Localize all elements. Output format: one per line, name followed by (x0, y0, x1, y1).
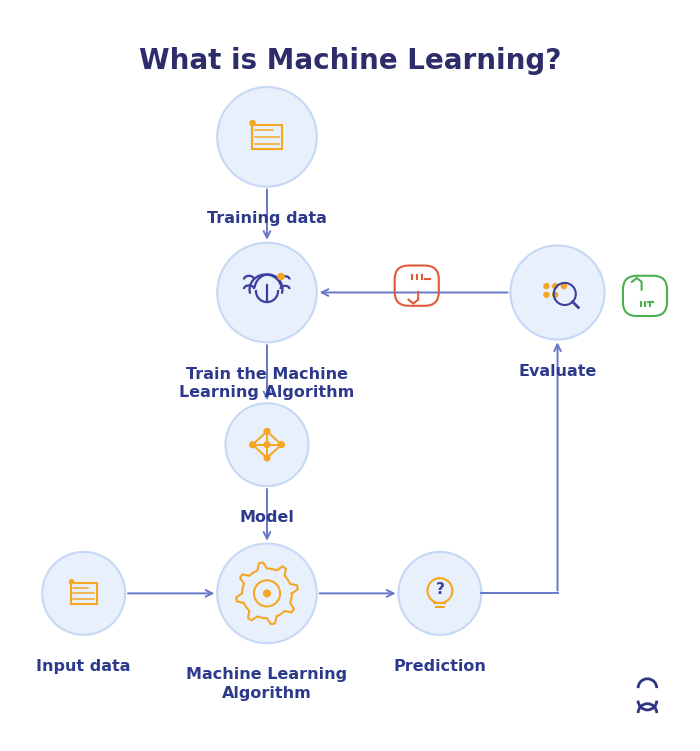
Circle shape (263, 428, 271, 435)
Text: Prediction: Prediction (393, 659, 486, 674)
Text: Model: Model (239, 511, 295, 526)
Circle shape (277, 273, 285, 280)
Circle shape (249, 441, 256, 448)
Text: Training data: Training data (207, 211, 327, 226)
Circle shape (398, 552, 482, 635)
Circle shape (217, 87, 317, 187)
Circle shape (543, 291, 550, 298)
Circle shape (69, 579, 74, 584)
Circle shape (543, 283, 550, 289)
Circle shape (42, 552, 125, 635)
Circle shape (217, 243, 317, 342)
Text: Train the Machine
Learning Algorithm: Train the Machine Learning Algorithm (179, 366, 355, 400)
Text: ?: ? (435, 582, 444, 597)
Circle shape (278, 441, 285, 448)
Circle shape (510, 246, 605, 339)
Circle shape (552, 291, 559, 298)
Circle shape (263, 441, 271, 448)
Circle shape (225, 403, 309, 486)
Text: What is Machine Learning?: What is Machine Learning? (139, 47, 561, 75)
Text: Machine Learning
Algorithm: Machine Learning Algorithm (186, 668, 348, 701)
Circle shape (263, 590, 271, 598)
Circle shape (552, 283, 559, 289)
Circle shape (561, 283, 567, 289)
Text: Input data: Input data (36, 659, 131, 674)
Text: Evaluate: Evaluate (518, 363, 596, 379)
Circle shape (249, 120, 256, 126)
Circle shape (217, 544, 317, 643)
Circle shape (263, 454, 271, 462)
